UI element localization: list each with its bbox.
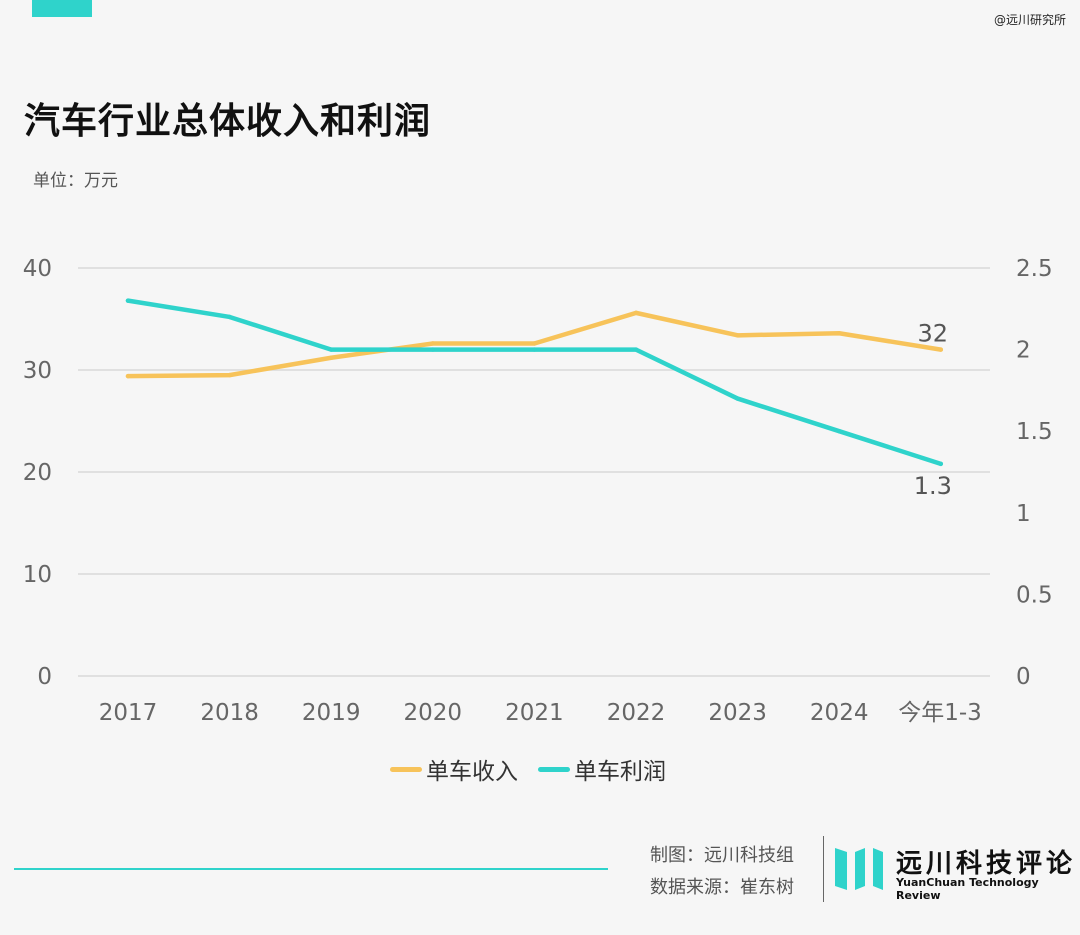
profit-point — [430, 347, 435, 352]
left-axis-tick-label: 30 — [23, 358, 52, 384]
x-axis-tick-label: 2020 — [404, 700, 463, 726]
credits: 制图：远川科技组 数据来源：崔东树 — [650, 840, 794, 904]
watermark: @远川研究所 — [993, 13, 1066, 27]
revenue-end-label: 32 — [918, 320, 949, 348]
revenue-point — [329, 355, 334, 360]
revenue-point — [837, 331, 842, 336]
footer-accent-line — [14, 868, 608, 870]
right-axis-tick-label: 1.5 — [1016, 419, 1053, 445]
revenue-point — [938, 347, 943, 352]
revenue-point — [227, 372, 232, 378]
profit-point — [532, 347, 537, 352]
legend-label-profit: 单车利润 — [574, 759, 666, 785]
footer-divider — [823, 836, 824, 902]
chart-canvas: 0 10 20 30 40 0 0.5 1 1.5 2 2.5 2017 2018 2019 2020 202… — [23, 256, 1053, 726]
brand-name-en: YuanChuan Technology Review — [896, 876, 1039, 902]
profit-point — [125, 298, 131, 303]
left-axis-tick-label: 40 — [23, 256, 52, 282]
profit-point — [938, 461, 943, 467]
x-axis-tick-label: 今年1-3 — [898, 700, 982, 726]
credit-maker: 制图：远川科技组 — [650, 845, 794, 866]
legend-swatch-revenue — [390, 766, 422, 772]
profit-end-label: 1.3 — [914, 472, 952, 500]
revenue-point — [125, 373, 131, 379]
x-axis-tick-label: 2023 — [708, 700, 767, 726]
profit-point — [329, 347, 334, 352]
chart-title: 汽车行业总体收入和利润 — [24, 101, 432, 142]
x-axis-tick-label: 2017 — [99, 700, 158, 726]
left-axis-tick-label: 20 — [23, 460, 52, 486]
legend-label-revenue: 单车收入 — [426, 759, 518, 785]
revenue-point — [633, 310, 639, 316]
legend-item-revenue: 单车收入 — [390, 752, 518, 786]
right-axis-tick-label: 2.5 — [1016, 256, 1053, 282]
brand-logo-icon — [835, 848, 883, 890]
x-axis-tick-label: 2021 — [505, 700, 564, 726]
revenue-point — [532, 341, 537, 346]
x-axis-tick-label: 2019 — [302, 700, 361, 726]
legend-item-profit: 单车利润 — [538, 752, 666, 786]
right-axis-tick-label: 2 — [1016, 338, 1031, 364]
credit-source: 数据来源：崔东树 — [650, 877, 794, 898]
right-axis-tick-label: 0.5 — [1016, 582, 1053, 608]
profit-point — [633, 347, 639, 352]
unit-label: 单位：万元 — [33, 171, 118, 191]
revenue-point — [735, 333, 740, 338]
profit-line — [125, 298, 944, 467]
x-axis-tick-label: 2022 — [607, 700, 666, 726]
revenue-point — [430, 341, 435, 346]
left-axis-tick-label: 0 — [37, 664, 52, 690]
right-axis-tick-label: 1 — [1016, 501, 1031, 527]
profit-point — [735, 396, 740, 401]
left-axis-tick-label: 10 — [23, 562, 52, 588]
right-axis-tick-label: 0 — [1016, 664, 1031, 690]
profit-point — [227, 314, 232, 320]
legend: 单车收入 单车利润 — [390, 752, 666, 786]
top-accent-bar — [32, 0, 92, 17]
x-axis-tick-label: 2024 — [810, 700, 869, 726]
brand-name-cn: 远川科技评论 — [896, 849, 1077, 879]
x-axis-tick-label: 2018 — [200, 700, 259, 726]
legend-swatch-profit — [538, 766, 570, 772]
profit-point — [837, 429, 842, 434]
